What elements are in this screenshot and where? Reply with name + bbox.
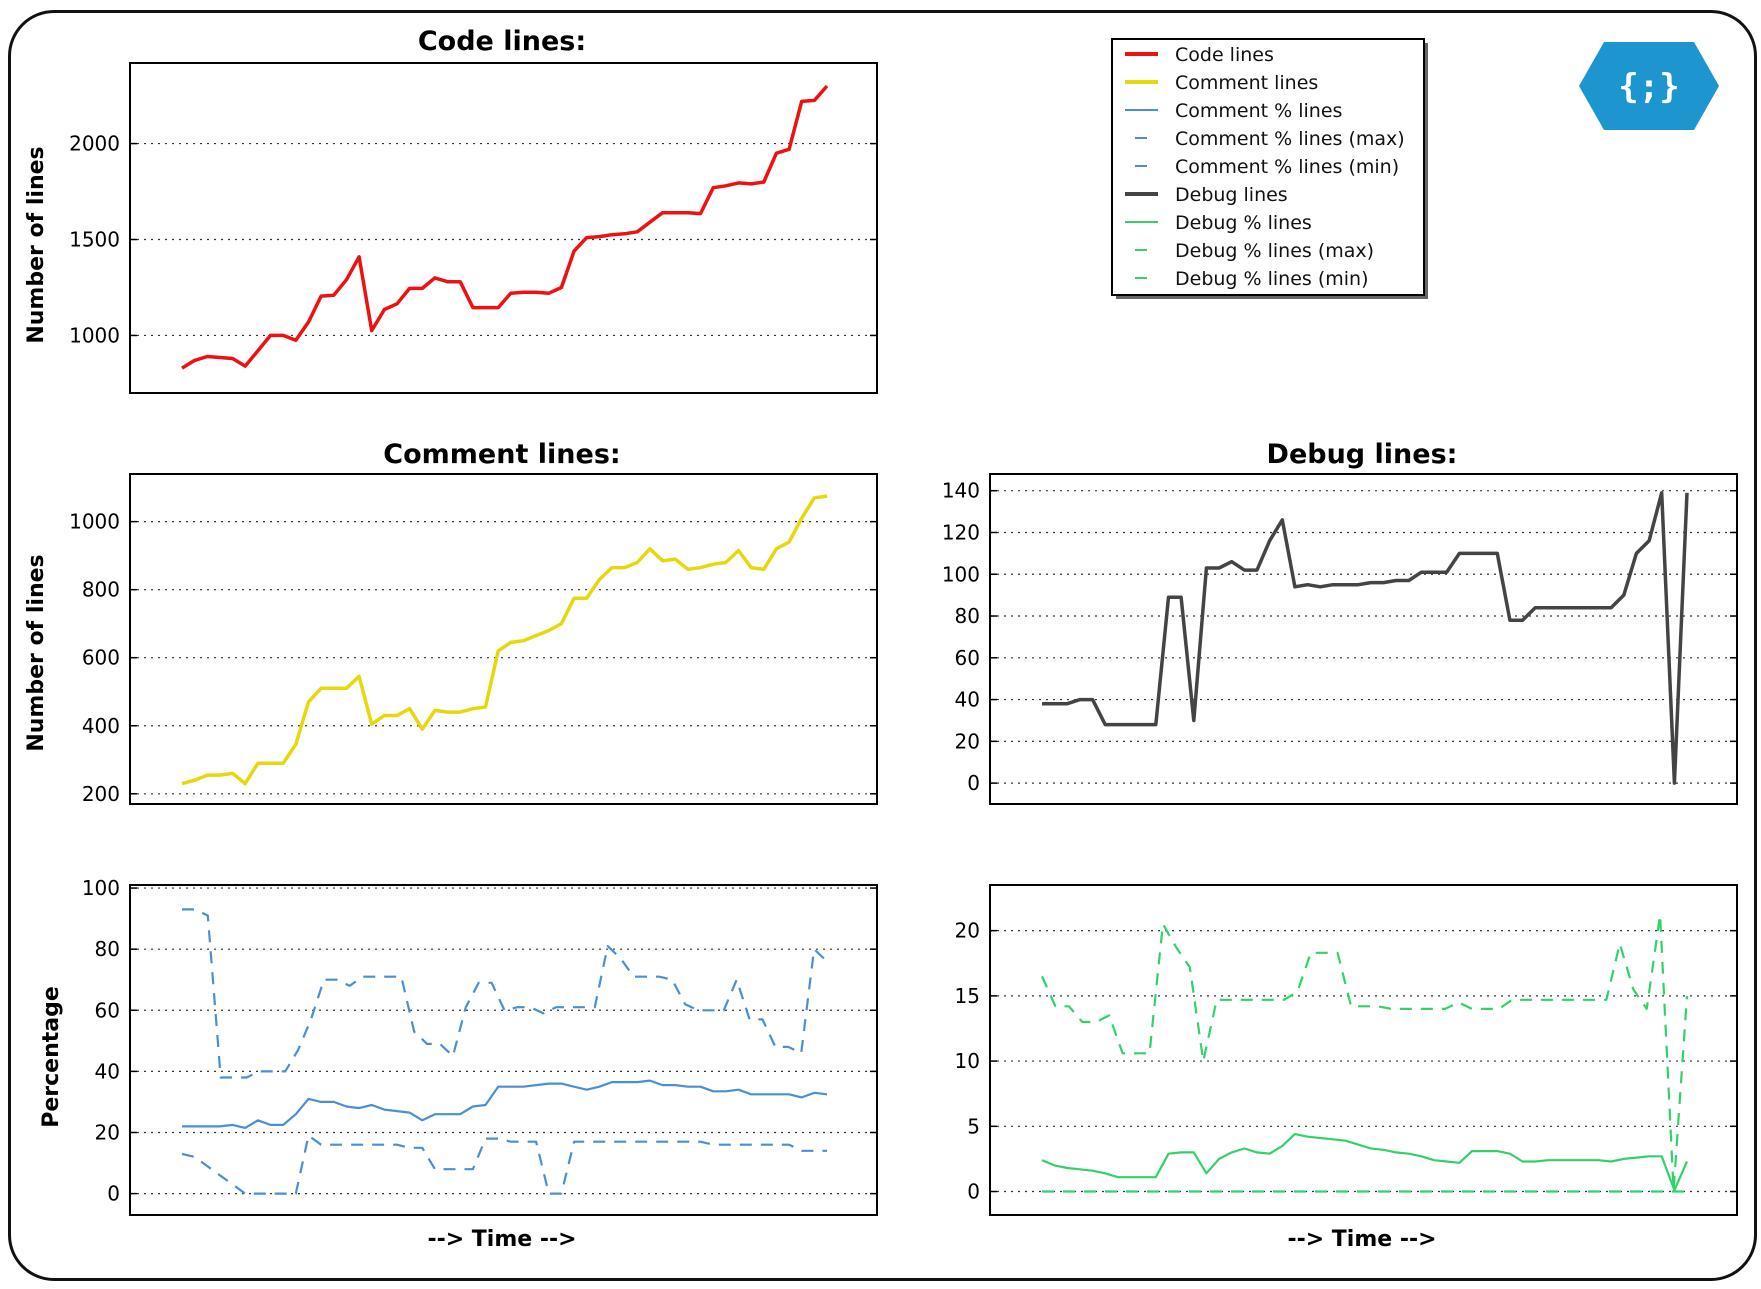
y-tick-label: 600: [82, 646, 120, 670]
legend-label: Debug % lines (max): [1175, 240, 1374, 262]
legend-label: Code lines: [1175, 44, 1274, 66]
y-tick-label: 120: [942, 520, 980, 544]
y-tick-label: 80: [95, 937, 120, 961]
comment-lines-chart: Comment lines: Number of lines 200 400 600…: [24, 439, 878, 806]
series-line: [181, 84, 829, 370]
y-tick-label: 0: [967, 771, 980, 795]
series-line: [182, 908, 828, 1079]
logo-hexagon: [1579, 42, 1719, 130]
plot-frame: [129, 62, 878, 394]
y-tick-label: 400: [82, 714, 120, 738]
y-tick-label: 1000: [69, 510, 120, 534]
y-tick-label: 20: [955, 919, 980, 943]
code-lines-chart: Code lines: Number of lines 1000 1500 2000: [24, 26, 878, 394]
series-line: [1042, 491, 1689, 785]
legend-label: Comment % lines: [1175, 100, 1342, 122]
y-tick-label: 40: [955, 688, 980, 712]
y-tick-label: 0: [107, 1182, 120, 1206]
y-tick-label: 140: [942, 479, 980, 503]
legend-label: Comment % lines (max): [1175, 128, 1405, 150]
curly-braces-semicolon-icon: {;}: [1618, 67, 1679, 107]
y-tick-label: 800: [82, 578, 120, 602]
legend-label: Comment lines: [1175, 72, 1318, 94]
y-tick-label: 80: [955, 604, 980, 628]
x-axis-label: --> Time -->: [427, 1227, 576, 1252]
y-tick-label: 40: [95, 1059, 120, 1083]
series-line: [182, 1079, 828, 1130]
figure-frame: [8, 10, 1757, 1281]
y-tick-label: 60: [955, 646, 980, 670]
y-tick-label: 1500: [69, 228, 120, 252]
y-axis-label: Number of lines: [24, 146, 49, 343]
legend-label: Debug lines: [1175, 184, 1288, 206]
series-line: [181, 1134, 827, 1195]
legend-label: Comment % lines (min): [1175, 156, 1399, 178]
y-tick-label: 20: [95, 1121, 120, 1145]
y-tick-label: 20: [955, 729, 980, 753]
plot-frame: [989, 473, 1738, 805]
plot-frame: [129, 884, 878, 1216]
legend-box: [1111, 38, 1425, 296]
y-tick-label: 200: [82, 782, 120, 806]
y-axis-label: Number of lines: [24, 554, 49, 751]
series-line: [1041, 1132, 1689, 1192]
y-tick-label: 5: [967, 1114, 980, 1138]
y-axis-label: Percentage: [39, 986, 64, 1128]
legend: Code lines Comment lines Comment % lines Co…: [1111, 38, 1428, 299]
y-tick-label: 60: [95, 998, 120, 1022]
y-tick-label: 10: [955, 1049, 980, 1073]
plot-frame: [129, 473, 878, 805]
y-tick-label: 100: [82, 876, 120, 900]
y-tick-label: 2000: [69, 132, 120, 156]
comment-percentage-chart: Percentage --> Time --> 0 20 40 60 80 100: [39, 876, 878, 1252]
plot-frame: [989, 884, 1738, 1216]
y-tick-label: 100: [942, 562, 980, 586]
chart-title: Code lines:: [418, 26, 586, 57]
chart-title: Debug lines:: [1267, 439, 1458, 470]
debug-lines-chart: Debug lines: 0 20 40 60 80 100 120 140: [942, 439, 1738, 805]
series-line: [181, 494, 828, 786]
y-tick-label: 0: [967, 1180, 980, 1204]
legend-label: Debug % lines: [1175, 212, 1312, 234]
y-tick-label: 1000: [69, 323, 120, 347]
logo: {;}: [1579, 42, 1719, 130]
chart-title: Comment lines:: [383, 439, 620, 470]
series-line: [1040, 913, 1689, 1192]
legend-label: Debug % lines (min): [1175, 268, 1369, 290]
x-axis-label: --> Time -->: [1287, 1227, 1436, 1252]
debug-percentage-chart: --> Time --> 0 5 10 15 20: [955, 884, 1738, 1252]
y-tick-label: 15: [955, 984, 980, 1008]
